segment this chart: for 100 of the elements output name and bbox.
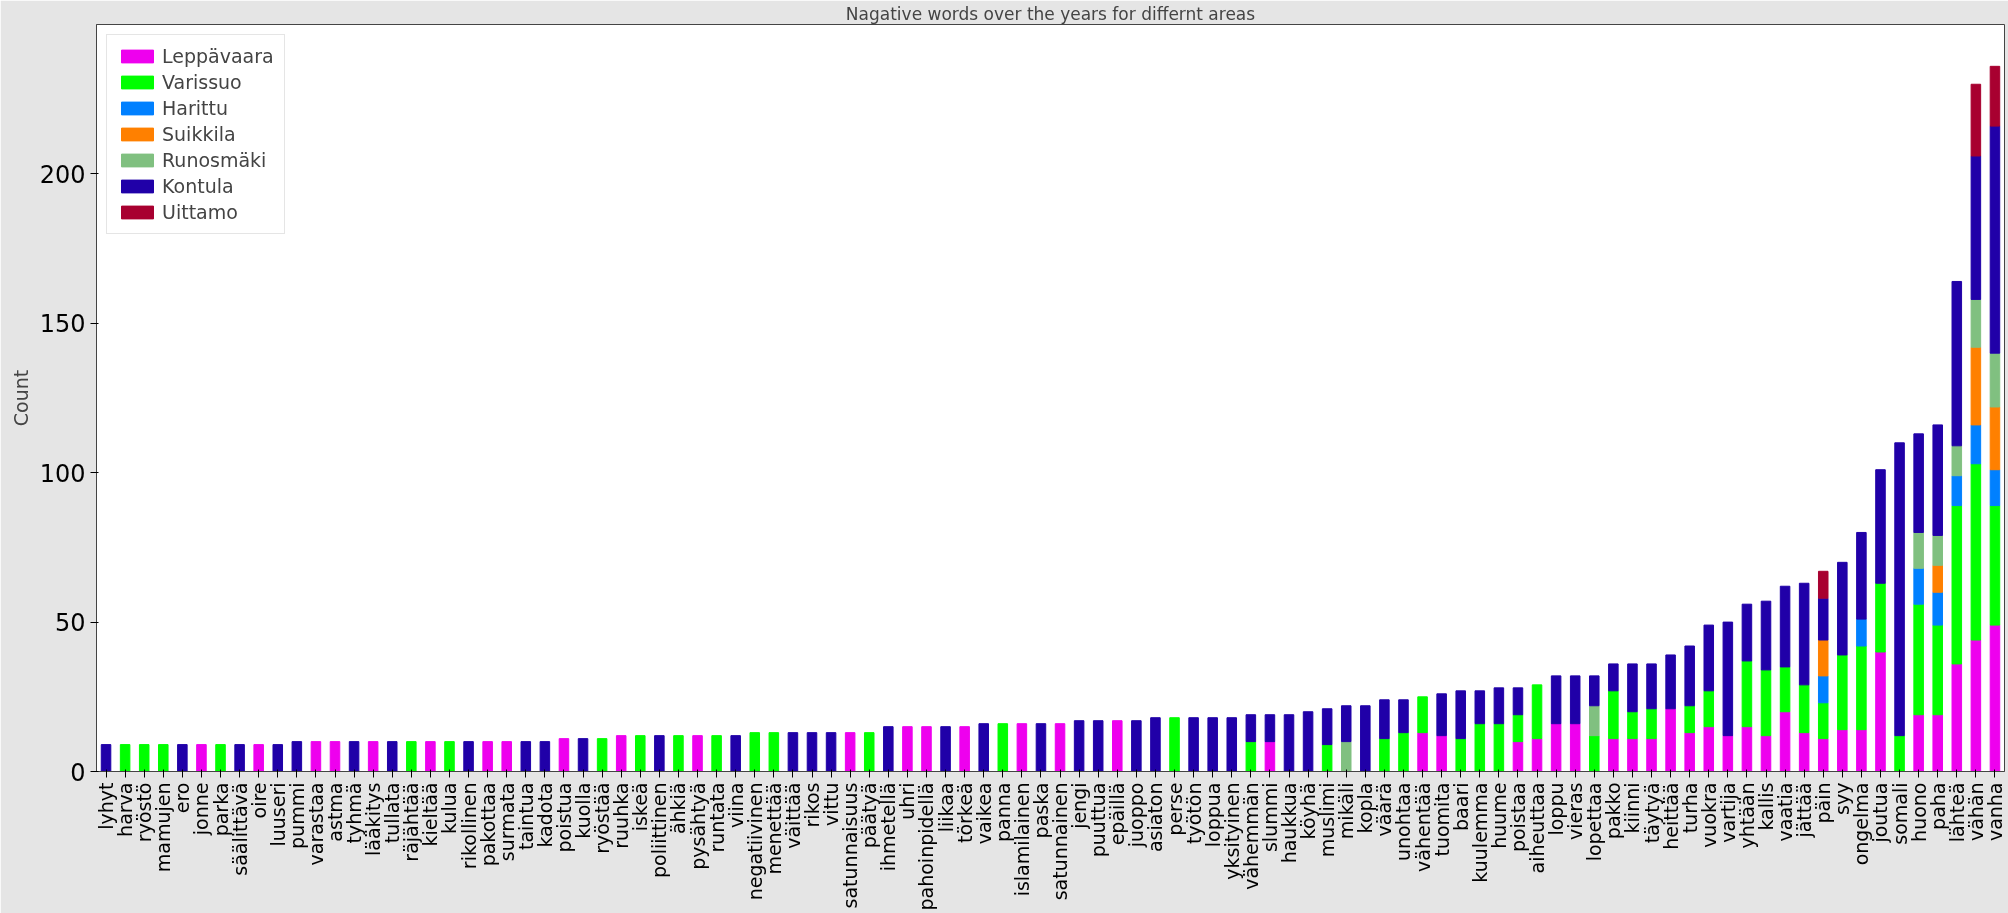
bar [1779, 711, 1791, 772]
bar [1245, 741, 1257, 772]
bar [635, 735, 646, 772]
bar [1932, 534, 1943, 566]
x-tick-label: räjähtää [400, 782, 423, 862]
bar [1245, 714, 1257, 743]
bar [1016, 723, 1028, 772]
bar [1932, 564, 1943, 593]
bar [1817, 702, 1829, 740]
bar [1817, 570, 1829, 599]
bar [1970, 424, 1982, 465]
bar [692, 735, 703, 772]
bar [959, 726, 970, 772]
bar [1550, 675, 1562, 725]
bar [1970, 463, 1982, 641]
x-tick-label: kallis [1755, 782, 1777, 831]
x-tick-label: köyhä [1297, 782, 1320, 840]
bar [1646, 663, 1657, 710]
bar [1112, 720, 1123, 772]
bar [1054, 723, 1066, 772]
bar [1951, 280, 1963, 447]
legend-label: Leppävaara [162, 45, 274, 67]
bar [329, 741, 341, 772]
bar [1550, 723, 1562, 772]
bar [1951, 505, 1963, 665]
bar [215, 744, 226, 772]
bar [1627, 663, 1638, 713]
bar [1569, 723, 1581, 772]
bar [615, 735, 627, 772]
bar [291, 741, 303, 772]
bar [1684, 645, 1695, 707]
bar [1970, 83, 1982, 157]
x-tick-label: ryöstö [133, 782, 156, 843]
bar [1150, 717, 1161, 772]
bar [673, 735, 684, 772]
bar [1665, 708, 1676, 772]
bar [1970, 298, 1982, 348]
bar [253, 744, 264, 772]
bar [1531, 684, 1543, 740]
y-tick-label: 50 [54, 609, 86, 638]
y-tick-label: 150 [39, 310, 86, 339]
bar [1608, 738, 1619, 772]
bar [1283, 714, 1295, 772]
y-tick-label: 0 [70, 758, 86, 787]
bar [1379, 738, 1390, 772]
x-tick-label: slummi [1258, 782, 1281, 853]
bar [1379, 699, 1390, 740]
bar [1932, 624, 1943, 716]
bar [1131, 720, 1142, 772]
bar [367, 741, 379, 772]
bar [1436, 693, 1447, 737]
bar [1913, 603, 1924, 716]
bar [1398, 732, 1409, 772]
bar [1493, 687, 1505, 725]
bar [787, 732, 799, 772]
bar [1455, 738, 1466, 772]
bar [1627, 711, 1638, 740]
bar [1608, 690, 1619, 740]
bar [1913, 531, 1924, 569]
bar [806, 732, 818, 772]
bar [386, 741, 398, 772]
bar [1913, 714, 1924, 772]
bar [1817, 597, 1829, 641]
bar [1837, 561, 1848, 656]
legend-label: Varissuo [162, 71, 242, 93]
x-tick-label: väittää [781, 782, 804, 849]
legend-label: Uittamo [162, 201, 238, 223]
bar [1264, 741, 1276, 772]
bar [1875, 469, 1886, 584]
bar [1589, 675, 1600, 707]
bar [997, 723, 1009, 772]
bar [539, 741, 551, 772]
bar [1817, 675, 1829, 704]
bar [1856, 531, 1867, 620]
bar [1837, 654, 1848, 731]
bar [1703, 690, 1715, 728]
bar [596, 738, 608, 772]
bar [1817, 639, 1829, 677]
bar [1894, 735, 1905, 772]
bar [1703, 624, 1715, 692]
bar [1741, 603, 1753, 662]
bar [1875, 582, 1886, 653]
bar [1970, 346, 1982, 426]
bar [119, 744, 131, 772]
bar [1340, 741, 1352, 772]
bar [1989, 505, 2001, 626]
bar [1951, 475, 1963, 507]
x-tick-label: epäillä [1106, 782, 1129, 846]
bar [863, 732, 875, 772]
bar [1970, 639, 1982, 772]
bar [1360, 705, 1371, 772]
bar [1531, 738, 1543, 772]
bar [1646, 738, 1657, 772]
bar [1837, 729, 1848, 772]
bar [1741, 660, 1753, 728]
bar [1226, 717, 1238, 772]
bar [1321, 708, 1333, 746]
bar [1684, 732, 1695, 772]
bar [902, 726, 913, 772]
bar [1932, 714, 1943, 772]
